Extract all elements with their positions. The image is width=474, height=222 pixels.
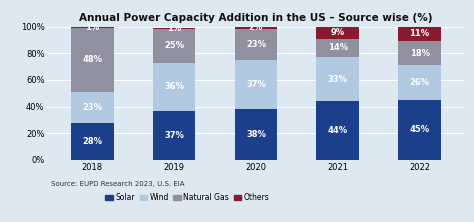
Bar xyxy=(235,109,277,160)
Bar xyxy=(317,27,359,39)
Text: 2%: 2% xyxy=(249,24,263,32)
Title: Annual Power Capacity Addition in the US – Source wise (%): Annual Power Capacity Addition in the US… xyxy=(79,13,433,23)
Bar xyxy=(71,123,114,160)
Bar xyxy=(153,63,195,111)
Text: 48%: 48% xyxy=(82,56,102,64)
Text: 9%: 9% xyxy=(331,28,345,37)
Bar xyxy=(71,28,114,92)
Text: 36%: 36% xyxy=(164,82,184,91)
Text: 44%: 44% xyxy=(328,126,348,135)
Bar xyxy=(398,100,441,160)
Bar xyxy=(153,111,195,160)
Bar xyxy=(71,92,114,123)
Bar xyxy=(153,28,195,29)
Text: 1%: 1% xyxy=(85,23,100,32)
Text: Source: EUPD Research 2023, U.S. EIA: Source: EUPD Research 2023, U.S. EIA xyxy=(52,181,185,187)
Text: 1%: 1% xyxy=(167,24,181,33)
Bar xyxy=(235,27,277,29)
Legend: Solar, Wind, Natural Gas, Others: Solar, Wind, Natural Gas, Others xyxy=(105,193,269,202)
Text: 37%: 37% xyxy=(164,131,184,140)
Bar xyxy=(398,41,441,65)
Bar xyxy=(235,29,277,60)
Text: 26%: 26% xyxy=(410,78,429,87)
Text: 23%: 23% xyxy=(82,103,102,112)
Text: 33%: 33% xyxy=(328,75,348,84)
Bar xyxy=(398,27,441,41)
Bar xyxy=(235,60,277,109)
Text: 45%: 45% xyxy=(410,125,429,134)
Bar xyxy=(317,39,359,57)
Text: 28%: 28% xyxy=(82,137,102,146)
Text: 14%: 14% xyxy=(328,44,348,52)
Text: 25%: 25% xyxy=(164,42,184,50)
Bar xyxy=(317,57,359,101)
Text: 23%: 23% xyxy=(246,40,266,49)
Bar xyxy=(153,29,195,63)
Text: 11%: 11% xyxy=(410,30,429,38)
Bar xyxy=(398,65,441,100)
Bar xyxy=(71,27,114,28)
Text: 18%: 18% xyxy=(410,49,429,58)
Text: 38%: 38% xyxy=(246,130,266,139)
Bar xyxy=(317,101,359,160)
Text: 37%: 37% xyxy=(246,80,266,89)
